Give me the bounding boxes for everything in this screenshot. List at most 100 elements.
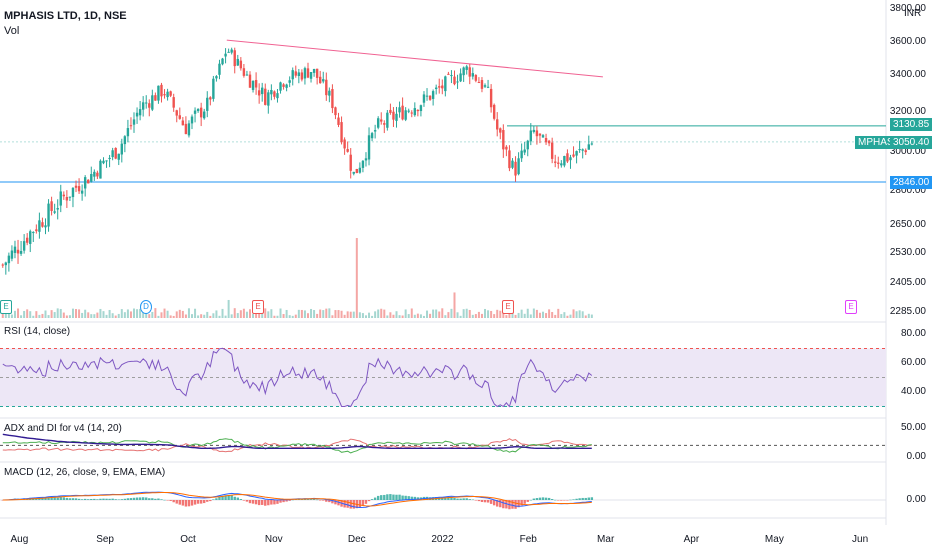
candle-body: [367, 135, 371, 160]
macd-histogram-bar: [474, 500, 478, 501]
candle-body: [520, 150, 523, 159]
volume-bar: [255, 311, 258, 318]
volume-bar: [117, 313, 120, 318]
volume-bar: [429, 313, 432, 318]
volume-bar: [520, 309, 523, 318]
volume-bar: [178, 309, 181, 318]
macd-histogram-bar: [111, 498, 114, 500]
volume-bar: [575, 311, 578, 318]
macd-histogram-bar: [230, 495, 233, 500]
macd-histogram-bar: [410, 496, 413, 500]
macd-histogram-bar: [141, 497, 145, 500]
adx-title: ADX and DI for v4 (14, 20): [4, 423, 122, 434]
macd-histogram-bar: [557, 500, 560, 501]
candle-body: [25, 237, 29, 243]
candle-body: [492, 104, 496, 119]
candle-body: [239, 60, 243, 69]
macd-histogram-bar: [276, 500, 279, 504]
candle-body: [416, 109, 420, 112]
candle-body: [47, 203, 50, 227]
candle-body: [569, 157, 572, 161]
macd-histogram-bar: [309, 499, 313, 500]
event-marker-earnings-red[interactable]: E: [502, 300, 514, 314]
macd-histogram-bar: [157, 498, 160, 500]
volume-bar: [368, 312, 371, 318]
macd-histogram-bar: [572, 499, 575, 500]
volume-bar: [53, 312, 56, 318]
candle-body: [157, 85, 160, 101]
volume-bar: [7, 311, 10, 318]
volume-bar: [480, 313, 483, 318]
candle-body: [364, 158, 368, 161]
candle-body: [318, 76, 322, 84]
candle-body: [230, 49, 233, 53]
volume-bar: [581, 311, 584, 318]
candle-body: [489, 88, 493, 108]
rsi-tick-label: 60.00: [900, 357, 926, 368]
candle-body: [499, 128, 502, 133]
candle-body: [1, 264, 4, 266]
candle-body: [444, 76, 447, 92]
volume-bar: [441, 308, 444, 318]
volume-bar: [81, 312, 84, 318]
event-marker-earnings-red[interactable]: E: [252, 300, 264, 314]
volume-bar: [215, 310, 218, 318]
volume-bar: [172, 315, 175, 318]
candle-body: [270, 90, 273, 95]
candle-body: [517, 158, 520, 175]
macd-histogram-bar: [444, 497, 447, 500]
volume-bar: [514, 314, 517, 318]
volume-bar: [108, 309, 111, 318]
macd-histogram-bar: [395, 494, 398, 500]
macd-histogram-bar: [245, 500, 249, 502]
time-axis-label: Aug: [10, 534, 29, 545]
macd-histogram-bar: [151, 498, 154, 500]
volume-bar: [282, 314, 285, 318]
macd-histogram-bar: [483, 500, 487, 503]
price-tick-label: 2285.00: [889, 306, 926, 317]
event-marker-earnings-green[interactable]: E: [0, 300, 12, 314]
macd-histogram-bar: [224, 495, 227, 500]
macd-histogram-bar: [526, 500, 529, 502]
volume-bar: [538, 312, 541, 318]
volume-bar: [200, 314, 203, 318]
event-marker-dividend[interactable]: D: [140, 300, 152, 314]
volume-bar: [270, 309, 273, 318]
volume-bar: [398, 315, 401, 318]
adx-line: [2, 433, 592, 449]
candle-body: [138, 109, 142, 116]
macd-histogram-bar: [480, 500, 484, 503]
volume-bar: [114, 315, 117, 318]
candle-body: [434, 87, 438, 90]
time-axis-label: Jun: [852, 534, 869, 545]
volume-bar: [194, 308, 197, 318]
macd-histogram-bar: [413, 496, 417, 500]
candle-body: [459, 73, 462, 82]
volume-bar: [413, 314, 416, 318]
candle-body: [32, 232, 35, 234]
volume-bar: [584, 315, 587, 318]
candle-body: [120, 143, 124, 155]
macd-histogram-bar: [138, 497, 142, 500]
macd-histogram-bar: [398, 494, 401, 500]
time-axis-label: Oct: [180, 534, 196, 545]
volume-bar: [590, 314, 593, 318]
volume-bar: [35, 311, 38, 318]
event-marker-earnings-future[interactable]: E: [845, 300, 857, 314]
candle-body: [291, 70, 294, 80]
candle-body: [477, 82, 481, 84]
volume-bar: [572, 309, 575, 318]
resistance-price-tag: 3130.85: [890, 118, 932, 131]
macd-histogram-bar: [477, 500, 481, 502]
macd-histogram-bar: [108, 498, 111, 500]
macd-histogram-bar: [392, 494, 395, 500]
macd-histogram-bar: [114, 499, 117, 500]
macd-histogram-bar: [181, 500, 185, 506]
macd-histogram-bar: [373, 497, 377, 500]
macd-histogram-bar: [486, 500, 490, 503]
volume-bar: [432, 309, 435, 318]
volume-bar: [361, 313, 364, 318]
macd-histogram-bar: [587, 497, 590, 500]
volume-bar: [261, 312, 264, 318]
